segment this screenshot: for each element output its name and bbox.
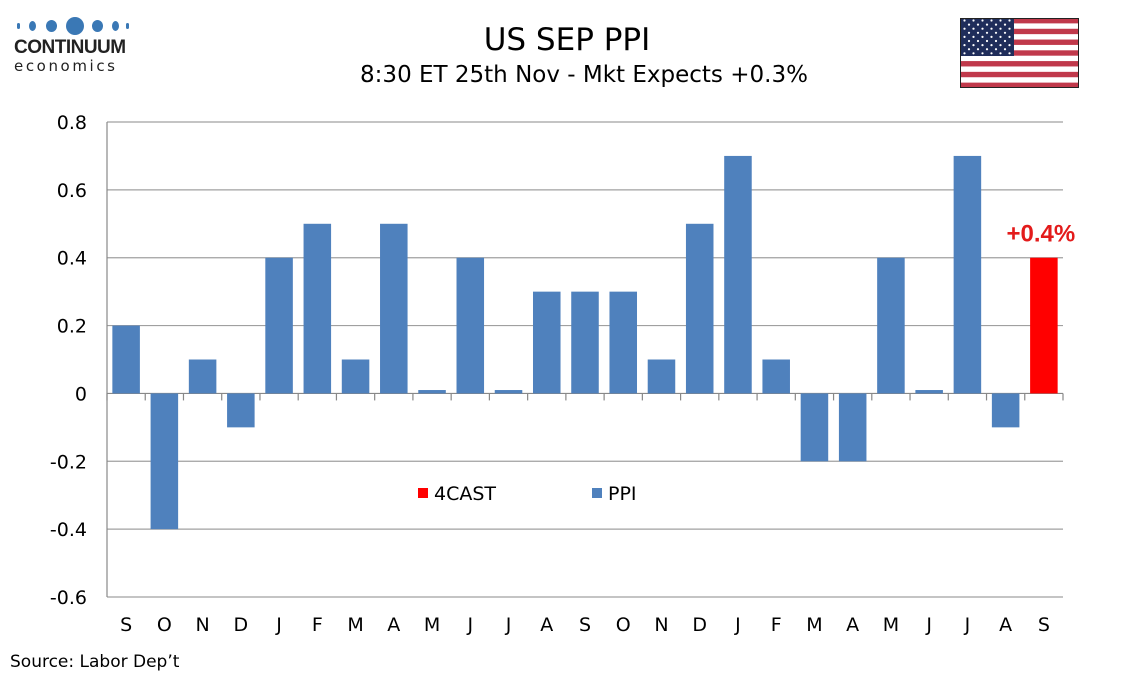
ppi-bar [571,291,599,394]
ppi-bar [838,393,867,462]
forecast-annotation: +0.4% [1007,221,1076,248]
ppi-bar [456,257,485,394]
x-tick-label: A [387,614,400,636]
y-tick-label: -0.4 [50,519,87,541]
us-flag-icon [960,18,1079,88]
x-tick-label: J [275,614,282,636]
y-tick-label: 0.2 [57,316,87,338]
ppi-bar [915,390,943,394]
x-tick-label: J [466,614,473,636]
ppi-bar [341,359,370,394]
x-tick-label: A [999,614,1012,636]
x-tick-label: J [734,614,741,636]
y-tick-label: 0.6 [57,180,87,202]
legend-swatch [418,488,428,498]
ppi-bar [303,223,332,394]
x-tick-label: N [195,614,209,636]
x-tick-label: A [540,614,553,636]
ppi-bar [877,257,905,394]
legend-swatch [592,488,602,498]
x-tick-label: A [846,614,859,636]
chart-title: US SEP PPI [483,22,651,58]
ppi-bar [112,325,140,394]
ppi-bar [953,155,982,394]
x-tick-label: M [883,614,899,636]
x-tick-label: M [806,614,822,636]
ppi-bar [724,155,752,394]
y-tick-label: 0.8 [57,112,87,134]
x-tick-label: M [347,614,363,636]
x-tick-label: M [424,614,440,636]
ppi-bar [991,393,1020,428]
legend-label: PPI [608,483,637,505]
continuum-logo: CONTINUUM economics [14,14,134,74]
source-note: Source: Labor Dep’t [10,652,180,672]
chart-subtitle: 8:30 ET 25th Nov - Mkt Expects +0.3% [360,62,808,88]
x-tick-label: S [1038,614,1050,636]
ppi-bar [380,223,408,394]
x-tick-label: J [505,614,512,636]
y-tick-label: 0 [75,383,87,405]
x-tick-label: O [616,614,631,636]
x-tick-label: F [771,614,782,636]
legend-label: 4CAST [434,483,496,505]
ppi-bar [647,359,676,394]
ppi-bar [418,390,446,394]
y-tick-label: -0.2 [50,451,87,473]
logo-dots-icon [14,14,134,38]
x-tick-label: D [234,614,249,636]
logo-subtitle: economics [14,57,118,75]
x-tick-label: S [120,614,132,636]
y-tick-label: 0.4 [57,248,87,270]
y-tick-label: -0.6 [50,587,87,609]
x-tick-label: S [579,614,591,636]
ppi-bar [188,359,217,394]
ppi-bar [265,257,293,394]
ppi-bar [532,291,561,394]
x-tick-label: D [692,614,707,636]
x-tick-label: N [654,614,668,636]
ppi-bar [227,393,255,428]
logo-name: CONTINUUM [14,37,126,58]
x-tick-label: J [964,614,971,636]
x-tick-label: J [925,614,932,636]
ppi-bar [685,223,714,394]
ppi-bar [150,393,179,530]
x-tick-label: O [157,614,172,636]
forecast-bar [1030,257,1058,394]
ppi-bar [762,359,790,394]
ppi-bar [609,291,638,394]
ppi-bar [494,390,523,394]
ppi-bar [800,393,829,462]
x-tick-label: F [312,614,323,636]
